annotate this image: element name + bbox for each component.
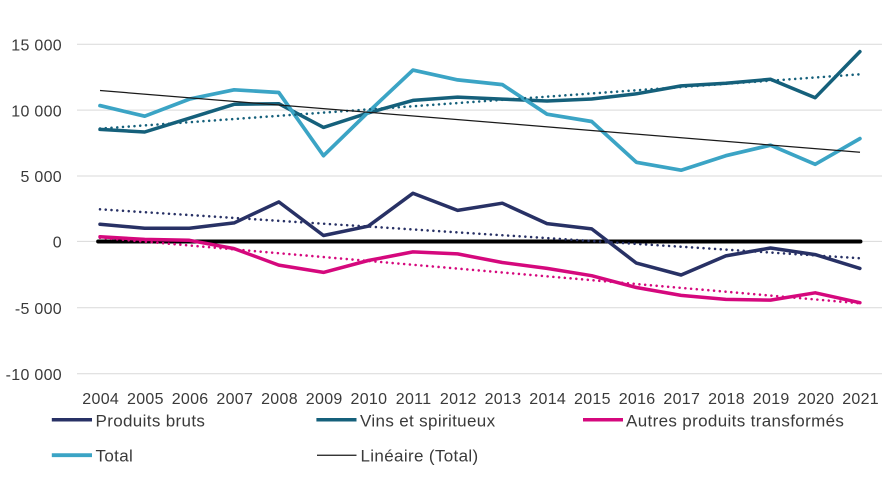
svg-text:2018: 2018 <box>708 391 745 408</box>
svg-text:Autres produits transformés: Autres produits transformés <box>626 411 844 430</box>
svg-text:2011: 2011 <box>396 391 432 408</box>
svg-text:Linéaire (Total): Linéaire (Total) <box>361 447 479 466</box>
svg-text:Total: Total <box>96 447 134 466</box>
svg-text:2010: 2010 <box>351 391 388 408</box>
svg-text:2005: 2005 <box>127 391 164 408</box>
svg-text:10 000: 10 000 <box>11 103 62 120</box>
svg-text:2012: 2012 <box>440 391 477 408</box>
svg-text:2006: 2006 <box>172 391 209 408</box>
svg-text:2015: 2015 <box>574 391 611 408</box>
svg-text:Vins et spiritueux: Vins et spiritueux <box>360 411 496 430</box>
svg-text:2020: 2020 <box>798 391 835 408</box>
svg-text:15 000: 15 000 <box>11 37 62 54</box>
svg-text:-10 000: -10 000 <box>6 367 62 384</box>
svg-text:2016: 2016 <box>619 391 656 408</box>
svg-text:2021: 2021 <box>842 391 879 408</box>
svg-text:Produits bruts: Produits bruts <box>96 411 206 430</box>
svg-text:-5 000: -5 000 <box>15 301 62 318</box>
svg-text:5 000: 5 000 <box>20 169 62 186</box>
svg-text:0: 0 <box>53 235 62 252</box>
svg-text:2004: 2004 <box>82 391 119 408</box>
svg-text:2013: 2013 <box>485 391 522 408</box>
svg-text:2014: 2014 <box>529 391 566 408</box>
svg-text:2019: 2019 <box>753 391 790 408</box>
svg-text:2008: 2008 <box>261 391 298 408</box>
svg-text:2009: 2009 <box>306 391 343 408</box>
svg-text:2007: 2007 <box>216 391 253 408</box>
svg-text:2017: 2017 <box>663 391 700 408</box>
